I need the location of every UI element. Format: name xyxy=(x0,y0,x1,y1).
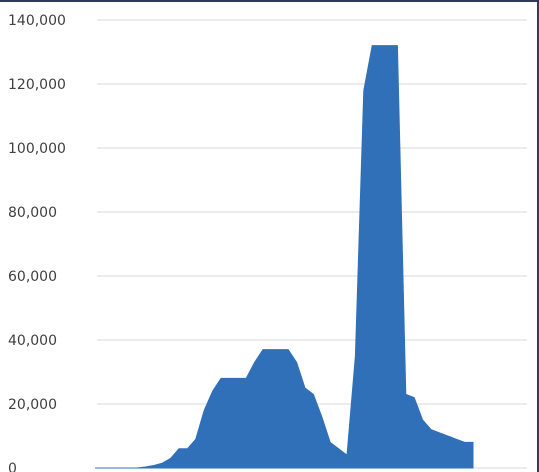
y-tick-label: 40,000 xyxy=(8,333,57,349)
y-tick-label: 20,000 xyxy=(8,397,57,413)
y-axis-tick-labels: 0 20,000 40,000 60,000 80,000 100,000 120,000 1… xyxy=(8,13,66,472)
y-tick-label: 120,000 xyxy=(8,77,66,93)
y-tick-label: 140,000 xyxy=(8,13,66,29)
y-tick-label: 60,000 xyxy=(8,269,57,285)
y-tick-label: 0 xyxy=(8,461,17,472)
y-tick-label: 100,000 xyxy=(8,141,66,157)
series-area xyxy=(95,45,474,469)
y-tick-label: 80,000 xyxy=(8,205,57,221)
